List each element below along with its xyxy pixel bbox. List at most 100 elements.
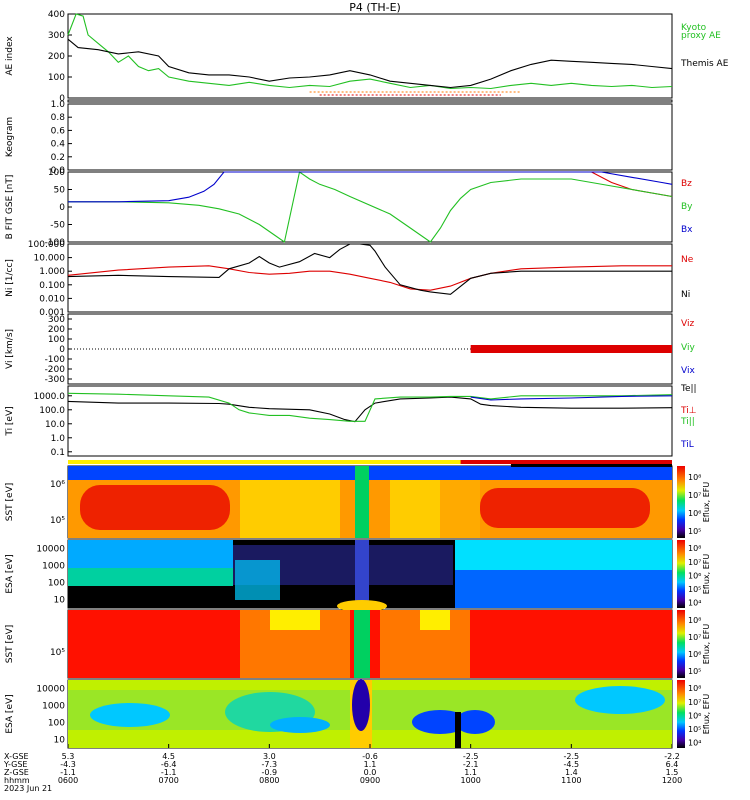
ytick-label: 100.000 bbox=[28, 240, 65, 250]
legend-bfield: Bz bbox=[681, 179, 692, 189]
colorbar-tick: 10⁶ bbox=[688, 571, 701, 580]
colorbar-label: Eflux, EFU bbox=[702, 694, 711, 735]
xtick-value: -0.9 bbox=[262, 768, 278, 777]
colorbar-tick: 10⁶ bbox=[688, 711, 701, 720]
colorbar-tick: 10⁸ bbox=[688, 684, 701, 693]
legend-density: Ne bbox=[681, 255, 694, 265]
status-bar-black bbox=[510, 464, 672, 467]
ytick-label: 0 bbox=[59, 203, 65, 213]
frame-bfield bbox=[67, 171, 673, 243]
colorbar-3 bbox=[677, 610, 685, 678]
colorbar-tick: 10⁵ bbox=[688, 527, 701, 536]
status-bars bbox=[68, 460, 672, 467]
series-ne bbox=[67, 265, 672, 291]
ytick-label: 10.000 bbox=[34, 254, 66, 264]
colorbar-tick: 10⁸ bbox=[688, 544, 701, 553]
colorbar-1 bbox=[677, 466, 685, 538]
xtick-value: -2.2 bbox=[664, 752, 680, 761]
ytick-label: 10 bbox=[54, 596, 66, 606]
xaxis-row-label: Z-GSE bbox=[4, 768, 29, 777]
xaxis-row-label: Y-GSE bbox=[3, 760, 27, 769]
ylabel-sst_omni_2: SST [eV] bbox=[5, 625, 15, 664]
colorbar-label: Eflux, EFU bbox=[702, 482, 711, 523]
xtick-value: 3.0 bbox=[263, 752, 276, 761]
ylabel-esa_omni_1: ESA [eV] bbox=[5, 554, 15, 593]
frame-density bbox=[67, 243, 673, 313]
series-ti- bbox=[67, 392, 673, 422]
xtick-value: 0800 bbox=[259, 776, 279, 785]
series-ni bbox=[67, 243, 672, 295]
xtick-value: -7.3 bbox=[262, 760, 278, 769]
esa-spectrogram-1 bbox=[68, 540, 672, 612]
xtick-value: 1.1 bbox=[364, 760, 377, 769]
ytick-label: 1000 bbox=[42, 702, 65, 712]
ytick-label: 200 bbox=[48, 52, 65, 62]
xtick-value: 0700 bbox=[158, 776, 178, 785]
xtick-value: -6.4 bbox=[161, 760, 177, 769]
xtick-value: -1.1 bbox=[161, 768, 177, 777]
colorbar-tick: 10⁵ bbox=[688, 585, 701, 594]
ytick-label: -50 bbox=[50, 221, 65, 231]
ytick-label: 10.0 bbox=[45, 420, 65, 430]
ylabel-bfield: B FIT GSE [nT] bbox=[5, 175, 15, 240]
legend-velocity: Viy bbox=[681, 343, 695, 353]
legend-ae: Kyoto bbox=[681, 23, 707, 33]
colorbar-2 bbox=[677, 540, 685, 608]
series-bx bbox=[68, 171, 673, 203]
frame-keogram bbox=[67, 103, 673, 171]
ytick-label: -200 bbox=[45, 365, 66, 375]
ytick-label: -100 bbox=[45, 238, 66, 248]
xtick-value: 1.1 bbox=[464, 768, 477, 777]
series-by bbox=[68, 171, 673, 243]
xtick-value: 0600 bbox=[58, 776, 78, 785]
ytick-label: 0 bbox=[59, 94, 65, 104]
xtick-value: 1200 bbox=[662, 776, 682, 785]
xtick-value: -2.1 bbox=[463, 760, 479, 769]
legend-bfield: Bx bbox=[681, 225, 693, 235]
ytick-label: 100 bbox=[48, 579, 65, 589]
ytick-label: 400 bbox=[48, 10, 65, 20]
xtick-value: -0.6 bbox=[362, 752, 378, 761]
ytick-label: 200 bbox=[48, 325, 65, 335]
ytick-label: 100 bbox=[48, 73, 65, 83]
ytick-label: 0.100 bbox=[39, 281, 65, 291]
legend-velocity: Viz bbox=[681, 319, 694, 329]
series-ti-blue- bbox=[470, 395, 673, 401]
legend-ae: proxy AE bbox=[681, 31, 721, 41]
ytick-label: 10000 bbox=[36, 545, 65, 555]
ytick-label: 300 bbox=[48, 315, 65, 325]
ytick-label: 0.6 bbox=[51, 126, 66, 136]
ytick-label: 100 bbox=[48, 719, 65, 729]
colorbar-tick: 10⁷ bbox=[688, 558, 701, 567]
sst-spectrogram-1 bbox=[68, 466, 672, 538]
ytick-label: 100 bbox=[48, 335, 65, 345]
xtick-value: -4.5 bbox=[564, 760, 580, 769]
ytick-label: 0.2 bbox=[51, 153, 65, 163]
colorbar-tick: 10⁵ bbox=[688, 725, 701, 734]
ytick-label: 0.1 bbox=[51, 448, 65, 458]
ylabel-velocity: Vi [km/s] bbox=[5, 329, 15, 369]
ytick-label: 300 bbox=[48, 31, 65, 41]
colorbar-tick: 10⁴ bbox=[688, 739, 701, 748]
xtick-value: 5.3 bbox=[62, 752, 75, 761]
series-kyoto-proxy-ae bbox=[67, 13, 673, 90]
frame-temperature bbox=[67, 385, 673, 457]
xtick-value: 1000 bbox=[460, 776, 480, 785]
xtick-value: 1.5 bbox=[666, 768, 679, 777]
ylabel-ae: AE index bbox=[5, 36, 15, 76]
legend-temperature: Ti|| bbox=[680, 417, 695, 427]
colorbar-label: Eflux, EFU bbox=[702, 554, 711, 595]
ytick-label: 0.010 bbox=[39, 294, 65, 304]
xtick-value: -1.1 bbox=[60, 768, 76, 777]
ytick-label: 1000.0 bbox=[34, 392, 66, 402]
ytick-label: 0 bbox=[59, 345, 65, 355]
legend-density: Ni bbox=[681, 290, 690, 300]
frame-roi bbox=[67, 99, 673, 103]
ylabel-sst_omni_1: SST [eV] bbox=[5, 483, 15, 522]
series-themis-ae bbox=[67, 38, 673, 89]
colorbar-tick: 10⁴ bbox=[688, 599, 701, 608]
ytick-label: 1000 bbox=[42, 562, 65, 572]
ylabel-density: Ni [1/cc] bbox=[5, 259, 15, 297]
series-te- bbox=[67, 396, 673, 423]
